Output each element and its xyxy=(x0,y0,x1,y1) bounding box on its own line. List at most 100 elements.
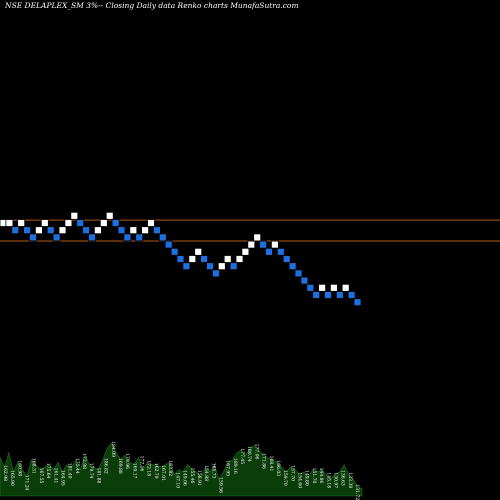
renko-brick-up xyxy=(129,226,138,235)
renko-brick-down xyxy=(164,240,173,249)
price-label: 154.88 xyxy=(203,465,209,481)
renko-brick-up xyxy=(253,233,262,242)
renko-brick-down xyxy=(82,226,90,235)
price-label: 177.16 xyxy=(138,456,144,472)
price-label: 179.96 xyxy=(124,453,130,469)
renko-brick-down xyxy=(347,291,356,299)
renko-brick-down xyxy=(23,226,32,235)
renko-brick-down xyxy=(324,291,332,299)
renko-brick-up xyxy=(235,255,244,263)
renko-brick-up xyxy=(94,226,102,235)
renko-brick-up xyxy=(70,211,79,220)
chart-title: NSE DELAPLEX_SM 3%-- Closing Daily data … xyxy=(4,1,299,10)
price-label: 175.44 xyxy=(74,458,80,474)
renko-brick-down xyxy=(200,255,209,263)
price-label: 175.64 xyxy=(45,463,51,479)
renko-brick-down xyxy=(123,233,132,242)
renko-brick-down xyxy=(211,269,220,278)
price-label: 173.98 xyxy=(81,453,87,469)
price-label: 165.90 xyxy=(9,470,15,486)
price-label: 131.72 xyxy=(354,484,360,500)
price-label: 151.70 xyxy=(311,468,317,484)
price-label: 186.82 xyxy=(103,458,109,474)
renko-brick-up xyxy=(105,211,114,220)
price-label: 161.41 xyxy=(52,468,58,484)
price-label: 164.95 xyxy=(59,470,65,486)
renko-brick-up xyxy=(17,219,26,227)
price-label: 149.80 xyxy=(304,470,310,486)
renko-brick-up xyxy=(241,247,250,256)
price-label: 162.98 xyxy=(2,465,8,481)
renko-brick-down xyxy=(76,219,85,227)
renko-brick-down xyxy=(52,233,61,242)
renko-brick-up xyxy=(223,255,232,263)
renko-brick-down xyxy=(111,219,120,227)
price-label: 171.24 xyxy=(24,475,30,491)
price-label: 177.45 xyxy=(239,448,245,464)
price-label: 165.73 xyxy=(210,463,216,479)
price-label: 166.03 xyxy=(275,460,281,476)
renko-brick-up xyxy=(247,240,256,249)
price-label: 159.56 xyxy=(218,477,224,493)
price-label: 189.16 xyxy=(232,458,238,474)
price-label: 172.18 xyxy=(146,460,152,476)
renko-bricks xyxy=(0,211,362,307)
renko-brick-down xyxy=(312,291,321,299)
renko-brick-down xyxy=(29,233,37,242)
renko-brick-down xyxy=(11,226,20,235)
renko-brick-up xyxy=(270,240,279,249)
price-label: 155.46 xyxy=(189,468,195,484)
price-label: 147.10 xyxy=(174,472,180,488)
volume-area xyxy=(0,442,363,497)
renko-brick-down xyxy=(135,233,144,242)
volume-profile xyxy=(0,442,363,497)
price-label: 136.63 xyxy=(340,470,346,486)
renko-brick-up xyxy=(99,219,108,227)
price-label: 160.98 xyxy=(16,460,22,476)
price-label: 167.95 xyxy=(225,460,231,476)
price-label: 162.79 xyxy=(153,463,159,479)
price-label: 167.55 xyxy=(38,468,44,484)
renko-brick-down xyxy=(117,226,126,235)
renko-brick-down xyxy=(88,233,96,242)
price-label: 163.82 xyxy=(167,460,173,476)
price-label: 179.74 xyxy=(88,463,94,479)
renko-brick-down xyxy=(176,255,185,263)
renko-brick-up xyxy=(217,262,226,271)
price-label: 168.31 xyxy=(31,458,37,474)
renko-brick-up xyxy=(318,283,327,292)
price-label: 184.09 xyxy=(110,441,116,457)
price-label: 180.74 xyxy=(246,446,252,462)
price-label: 169.88 xyxy=(117,458,123,474)
price-label: 181.88 xyxy=(95,468,101,484)
renko-brick-down xyxy=(46,226,55,235)
renko-brick-up xyxy=(40,219,49,227)
price-label: 157.70 xyxy=(289,465,295,481)
renko-brick-down xyxy=(170,247,179,256)
price-label: 169.17 xyxy=(131,463,137,479)
price-label: 159.70 xyxy=(282,470,288,486)
renko-brick-down xyxy=(229,262,238,271)
renko-brick-up xyxy=(194,247,203,256)
renko-brick-up xyxy=(5,219,14,227)
renko-brick-up xyxy=(341,283,350,292)
renko-brick-up xyxy=(188,255,197,263)
renko-brick-up xyxy=(147,219,155,227)
renko-brick-up xyxy=(58,226,67,235)
price-label: 171.86 xyxy=(261,453,267,469)
renko-brick-down xyxy=(152,226,161,235)
renko-brick-down xyxy=(300,276,309,285)
price-label: 158.91 xyxy=(196,470,202,486)
renko-brick-down xyxy=(259,240,268,249)
renko-brick-down xyxy=(206,262,214,271)
renko-brick-up xyxy=(141,226,150,235)
renko-brick-up xyxy=(64,219,73,227)
price-label: 181.40 xyxy=(67,463,73,479)
renko-brick-down xyxy=(294,269,303,278)
renko-brick-down xyxy=(353,298,362,307)
price-label: 130.97 xyxy=(332,472,338,488)
price-label: 177.06 xyxy=(253,444,259,460)
price-label: 144.86 xyxy=(318,468,324,484)
price-label: 167.01 xyxy=(160,465,166,481)
